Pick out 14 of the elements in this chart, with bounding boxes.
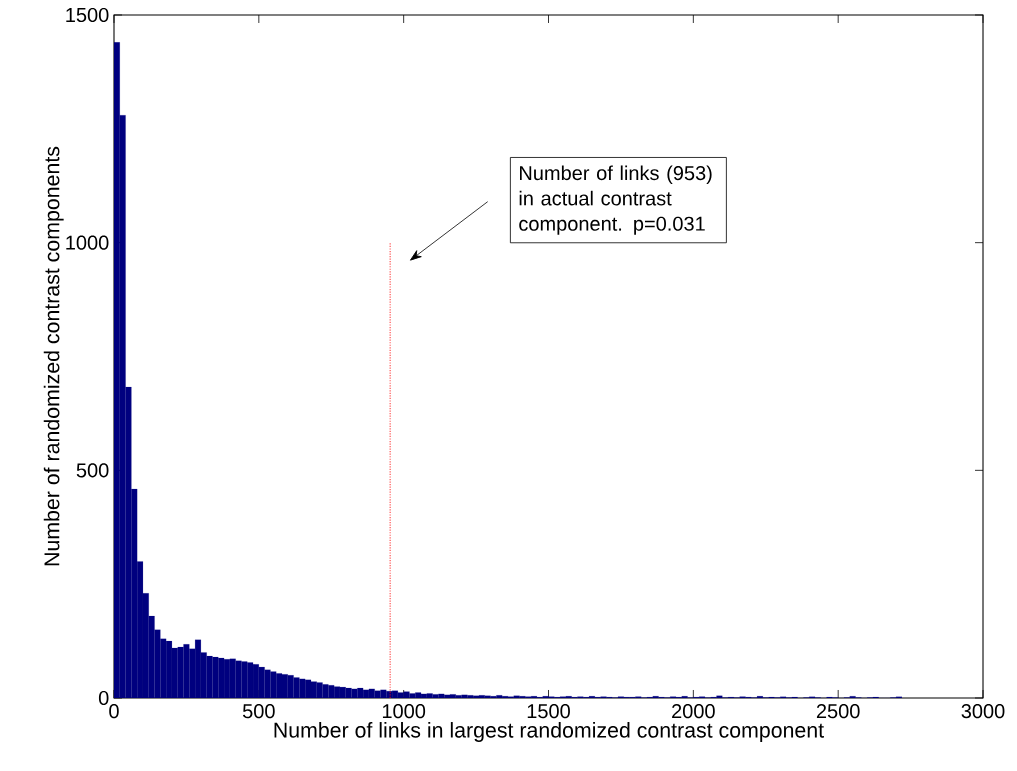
y-tick-label: 0 [98, 690, 109, 706]
x-tick-label: 500 [242, 704, 275, 719]
annotation: Number of links (953) in actual contrast component. p=0.031 [519, 165, 712, 235]
x-tick-label: 2500 [816, 704, 860, 719]
x-tick-label: 1500 [527, 704, 570, 719]
x-axis-title: Number of links in largest randomized contrast component [274, 722, 824, 742]
y-tick-label: 500 [76, 463, 109, 478]
x-tick-label: 1000 [382, 704, 426, 719]
y-tick-label: 1000 [66, 235, 109, 250]
x-tick-label: 0 [109, 704, 119, 719]
x-tick-label: 2000 [672, 704, 715, 719]
y-tick-label: 1500 [66, 7, 109, 23]
x-tick-label: 3000 [961, 704, 1005, 719]
y-axis-title: Number of randomized contrast components [43, 146, 64, 566]
